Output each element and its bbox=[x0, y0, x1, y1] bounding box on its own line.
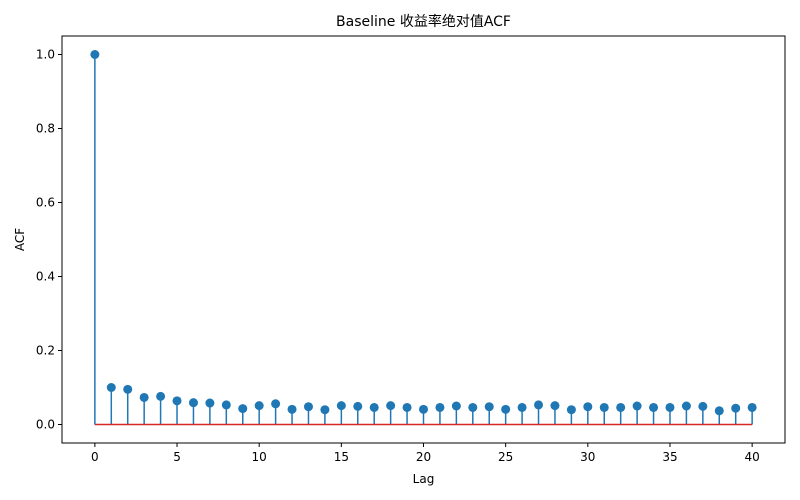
stem-marker bbox=[484, 402, 494, 412]
x-tick-label: 30 bbox=[580, 450, 595, 464]
stem-marker bbox=[731, 403, 741, 413]
y-axis-title: ACF bbox=[13, 228, 27, 251]
stem-marker bbox=[221, 400, 231, 410]
y-tick-label: 0.8 bbox=[36, 122, 55, 136]
stem-marker bbox=[287, 404, 297, 414]
x-axis-title: Lag bbox=[413, 472, 435, 486]
y-tick-label: 0.2 bbox=[36, 344, 55, 358]
x-tick-label: 15 bbox=[334, 450, 349, 464]
stem-marker bbox=[238, 404, 248, 414]
stem-marker bbox=[583, 402, 593, 412]
chart-title: Baseline 收益率绝对值ACF bbox=[336, 13, 511, 30]
x-tick-label: 0 bbox=[91, 450, 99, 464]
stem-marker bbox=[599, 402, 609, 412]
stem-marker bbox=[451, 401, 461, 411]
stem-marker bbox=[172, 396, 182, 406]
stem-marker bbox=[205, 398, 215, 408]
stem-marker bbox=[254, 401, 264, 411]
y-tick-label: 0.0 bbox=[36, 418, 55, 432]
stem-marker bbox=[616, 402, 626, 412]
x-axis-ticks: 0 5 10 15 20 25 30 35 40 bbox=[91, 443, 760, 464]
stem-marker bbox=[156, 391, 166, 401]
stem-marker bbox=[714, 406, 724, 416]
plot-frame bbox=[61, 35, 786, 444]
stem-marker bbox=[665, 402, 675, 412]
stem-marker bbox=[402, 402, 412, 412]
stem-marker bbox=[534, 400, 544, 410]
stem-marker bbox=[123, 384, 133, 394]
stem-marker bbox=[566, 405, 576, 415]
stem-marker bbox=[681, 401, 691, 411]
stem-marker bbox=[320, 405, 330, 415]
stem-marker bbox=[419, 404, 428, 414]
y-tick-label: 0.6 bbox=[36, 196, 55, 210]
stem-marker bbox=[188, 398, 198, 408]
stem-marker bbox=[698, 401, 708, 411]
stem-marker bbox=[303, 402, 313, 412]
y-tick-label: 1.0 bbox=[36, 48, 55, 62]
stem-marker bbox=[632, 401, 642, 411]
stem-marker bbox=[468, 402, 478, 412]
x-tick-label: 25 bbox=[498, 450, 513, 464]
stem-marker bbox=[517, 402, 527, 412]
stem-marker bbox=[386, 401, 396, 411]
stem-marker bbox=[747, 402, 757, 412]
x-tick-label: 5 bbox=[173, 450, 181, 464]
x-tick-label: 10 bbox=[252, 450, 267, 464]
stem-marker bbox=[649, 402, 659, 412]
stem-marker bbox=[271, 399, 281, 409]
stem-marker bbox=[369, 402, 379, 412]
y-tick-label: 0.4 bbox=[36, 270, 55, 284]
stem-marker bbox=[106, 383, 116, 392]
stem-marker bbox=[139, 392, 149, 402]
y-axis-ticks: 0.0 0.2 0.4 0.6 0.8 1.0 bbox=[36, 48, 62, 432]
stem-marker bbox=[353, 401, 363, 411]
x-tick-label: 35 bbox=[662, 450, 677, 464]
stem-marker bbox=[435, 402, 445, 412]
x-tick-label: 40 bbox=[744, 450, 759, 464]
stem-marker bbox=[90, 50, 100, 59]
stem-marker bbox=[501, 404, 511, 414]
x-tick-label: 20 bbox=[416, 450, 431, 464]
plot-area bbox=[90, 50, 757, 426]
stem-marker bbox=[336, 401, 346, 411]
stem-marker bbox=[550, 401, 560, 411]
